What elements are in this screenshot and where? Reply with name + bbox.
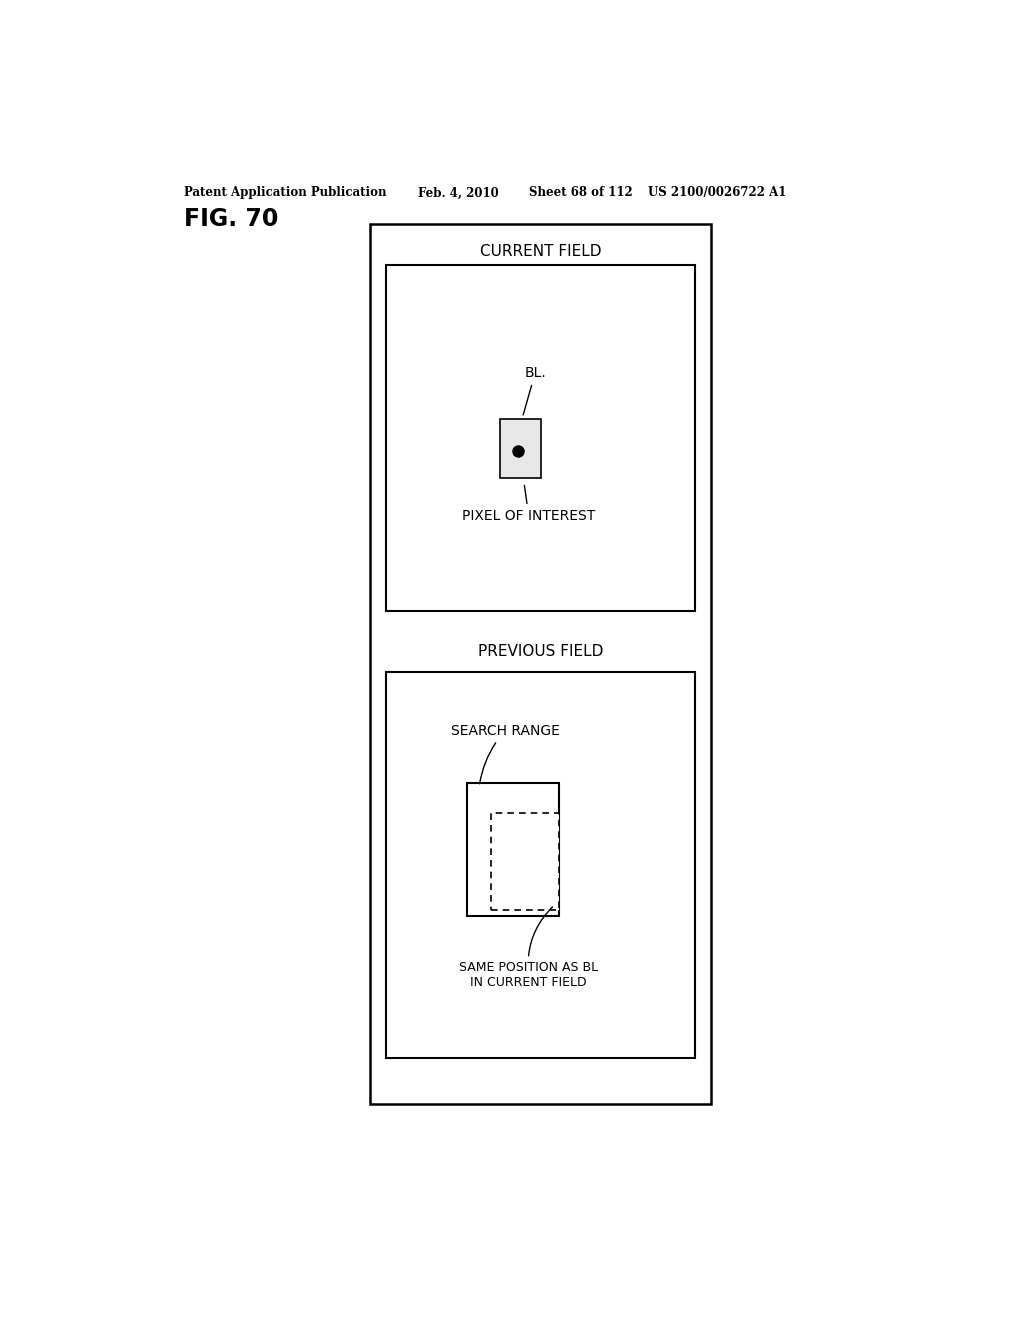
Text: BL.: BL.: [523, 366, 546, 414]
Bar: [467, 784, 558, 916]
Bar: [386, 672, 695, 1057]
Bar: [492, 813, 558, 909]
Bar: [500, 418, 542, 478]
Text: SEARCH RANGE: SEARCH RANGE: [451, 723, 559, 784]
Text: Feb. 4, 2010: Feb. 4, 2010: [418, 186, 499, 199]
Text: US 2100/0026722 A1: US 2100/0026722 A1: [648, 186, 786, 199]
Text: PIXEL OF INTEREST: PIXEL OF INTEREST: [462, 486, 595, 523]
Text: CURRENT FIELD: CURRENT FIELD: [480, 244, 601, 260]
Text: Patent Application Publication: Patent Application Publication: [183, 186, 386, 199]
Text: SAME POSITION AS BL
IN CURRENT FIELD: SAME POSITION AS BL IN CURRENT FIELD: [459, 907, 598, 990]
Text: PREVIOUS FIELD: PREVIOUS FIELD: [478, 644, 603, 659]
Text: FIG. 70: FIG. 70: [183, 207, 278, 231]
Bar: [386, 265, 695, 611]
Bar: [370, 224, 712, 1104]
Text: Sheet 68 of 112: Sheet 68 of 112: [528, 186, 633, 199]
